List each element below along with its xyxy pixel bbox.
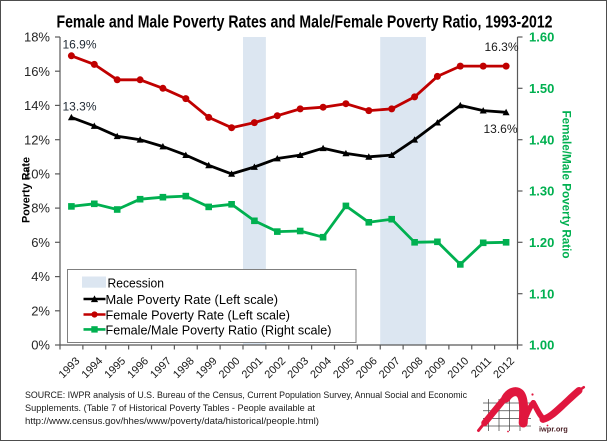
svg-text:18%: 18% xyxy=(24,30,50,45)
svg-text:Male Poverty Rate (Left scale): Male Poverty Rate (Left scale) xyxy=(106,292,279,307)
svg-text:iwpr.org: iwpr.org xyxy=(539,425,568,434)
svg-text:1.60: 1.60 xyxy=(529,30,554,45)
svg-text:1.10: 1.10 xyxy=(529,286,554,301)
svg-text:13.6%: 13.6% xyxy=(484,122,518,136)
svg-text:SOURCE: IWPR analysis of U.S.: SOURCE: IWPR analysis of U.S. Bureau of … xyxy=(25,390,467,400)
svg-text:Poverty Rate: Poverty Rate xyxy=(21,157,33,223)
svg-text:2%: 2% xyxy=(31,303,50,318)
svg-text:Supplements. (Table 7 of Histo: Supplements. (Table 7 of Historical Pove… xyxy=(25,403,315,413)
svg-text:Recession: Recession xyxy=(108,275,165,290)
svg-text:Female and Male Poverty Rates: Female and Male Poverty Rates and Male/F… xyxy=(57,12,553,32)
svg-text:14%: 14% xyxy=(24,98,50,113)
svg-text:1.50: 1.50 xyxy=(529,81,554,96)
svg-text:1.00: 1.00 xyxy=(529,338,554,353)
svg-text:1.30: 1.30 xyxy=(529,184,554,199)
svg-text:12%: 12% xyxy=(24,132,50,147)
svg-text:Female/Male Poverty Ratio (Rig: Female/Male Poverty Ratio (Right scale) xyxy=(106,322,332,337)
svg-text:8%: 8% xyxy=(31,201,50,216)
svg-text:10%: 10% xyxy=(24,167,50,182)
svg-text:16%: 16% xyxy=(24,64,50,79)
svg-text:4%: 4% xyxy=(31,269,50,284)
svg-text:0%: 0% xyxy=(31,338,50,353)
svg-text:Female/Male Poverty Ratio: Female/Male Poverty Ratio xyxy=(559,110,572,258)
svg-text:16.3%: 16.3% xyxy=(485,40,519,54)
svg-text:13.3%: 13.3% xyxy=(63,99,97,113)
svg-text:1.20: 1.20 xyxy=(529,235,554,250)
svg-text:http://www.census.gov/hhes/www: http://www.census.gov/hhes/www/poverty/d… xyxy=(25,416,319,426)
svg-text:16.9%: 16.9% xyxy=(63,37,97,51)
svg-text:6%: 6% xyxy=(31,235,50,250)
svg-text:1.40: 1.40 xyxy=(529,132,554,147)
svg-text:Female Poverty Rate (Left sca: Female Poverty Rate (Left scale) xyxy=(106,307,291,322)
